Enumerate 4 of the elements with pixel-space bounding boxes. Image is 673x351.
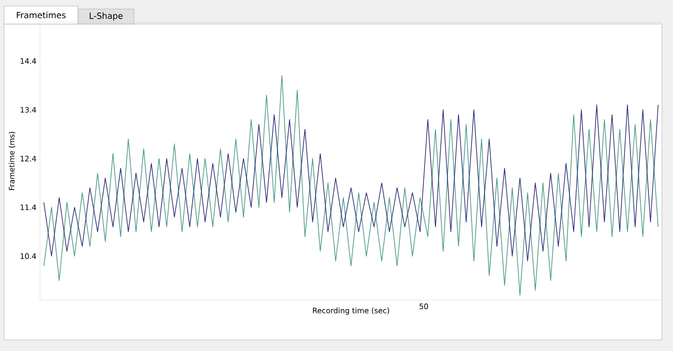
- text: L-Shape: [90, 12, 123, 21]
- line-series: [43, 104, 659, 262]
- line-series: [43, 75, 659, 296]
- text: Frametimes: [16, 12, 66, 18]
